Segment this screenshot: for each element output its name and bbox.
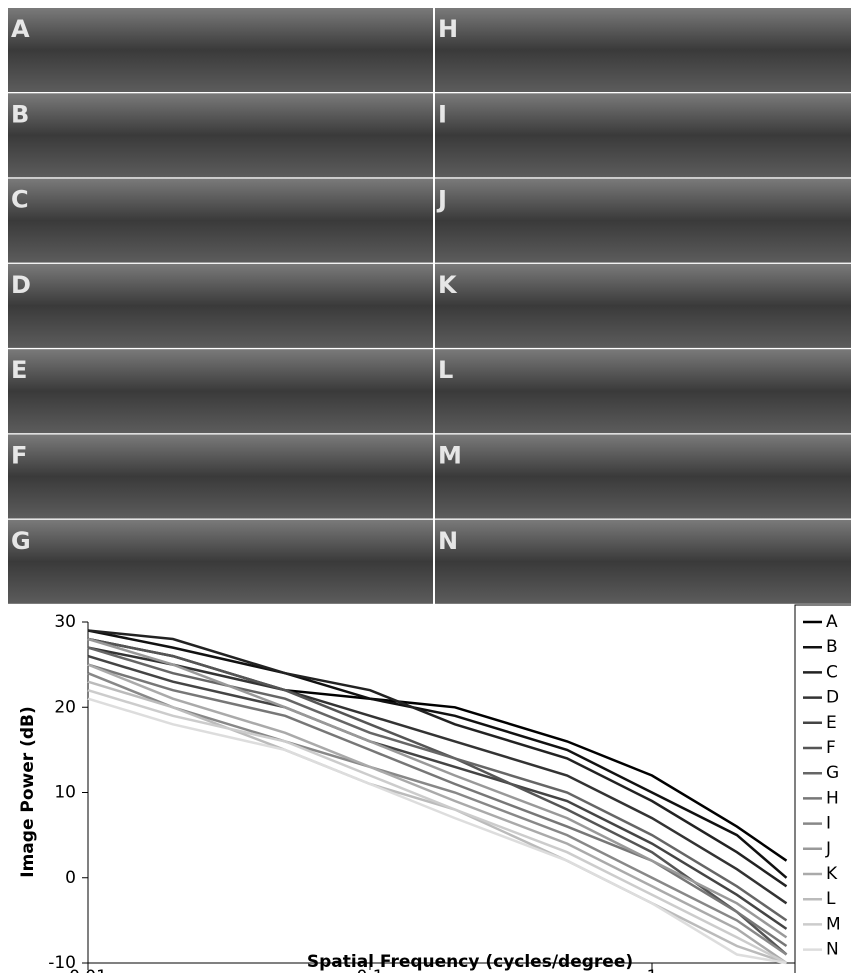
legend-label: N	[826, 940, 839, 960]
panel-label: K	[438, 271, 458, 299]
legend-label: F	[826, 738, 836, 758]
photo-panel	[435, 8, 851, 92]
panel-label: J	[436, 186, 447, 214]
legend-label: I	[826, 814, 831, 834]
panel-label: A	[11, 15, 30, 43]
photo-panel	[435, 349, 851, 433]
y-tick-label: 30	[54, 612, 76, 632]
photo-panel	[435, 179, 851, 263]
legend-label: H	[826, 788, 839, 808]
legend-label: D	[826, 688, 839, 708]
photo-panel	[8, 8, 433, 92]
series-line	[88, 699, 787, 963]
legend-label: J	[825, 839, 831, 859]
photo-panel	[435, 93, 851, 177]
legend-label: B	[826, 637, 838, 657]
legend-label: A	[826, 612, 838, 632]
legend-label: M	[826, 914, 841, 934]
panel-label: D	[11, 271, 31, 299]
panel-label: L	[438, 356, 453, 384]
panel-label: F	[11, 442, 27, 470]
photo-panel	[435, 264, 851, 348]
x-tick-label: 0.01	[69, 967, 107, 973]
panel-label: G	[11, 527, 31, 555]
y-axis-title: Image Power (dB)	[18, 706, 38, 877]
panel-label: N	[438, 527, 458, 555]
figure: Spatial Frequency (cycles/degree) Image …	[0, 0, 851, 973]
photo-panel	[8, 349, 433, 433]
panel-label: E	[11, 356, 27, 384]
y-tick-label: 0	[65, 868, 76, 888]
legend-box	[795, 605, 851, 973]
photo-panel	[8, 520, 433, 604]
x-tick-label: 0.1	[356, 967, 383, 973]
legend-label: G	[826, 763, 839, 783]
panel-label: M	[438, 442, 462, 470]
legend-label: L	[826, 889, 836, 909]
panel-label: B	[11, 100, 29, 128]
legend-label: E	[826, 713, 837, 733]
legend-label: C	[826, 662, 838, 682]
y-tick-label: 10	[54, 783, 76, 803]
panel-label: H	[438, 15, 458, 43]
photo-panel	[435, 435, 851, 519]
photo-panel	[8, 93, 433, 177]
photo-panel	[8, 179, 433, 263]
panel-label: C	[11, 186, 29, 214]
x-tick-label: 1	[647, 967, 658, 973]
photo-panel	[435, 520, 851, 604]
legend-label: K	[826, 864, 838, 884]
y-tick-label: 20	[54, 697, 76, 717]
panel-label: I	[438, 100, 447, 128]
photo-panel	[8, 264, 433, 348]
photo-panel	[8, 435, 433, 519]
